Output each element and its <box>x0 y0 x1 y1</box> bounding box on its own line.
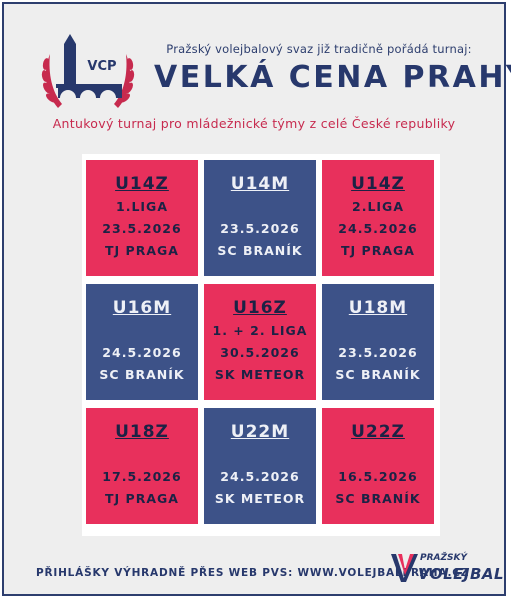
subtitle: Antukový turnaj pro mládežnické týmy z c… <box>52 116 456 131</box>
date-label: 16.5.2026 <box>338 469 418 484</box>
category-label: U22M <box>230 422 290 442</box>
date-label: 30.5.2026 <box>220 345 300 360</box>
venue-label: SC BRANÍK <box>217 243 303 258</box>
registration-link[interactable]: PŘIHLÁŠKY VÝHRADNĚ PŘES WEB PVS: WWW.VOL… <box>36 567 470 579</box>
category-label: U22Z <box>351 422 405 442</box>
schedule-cell: U22Z 16.5.2026 SC BRANÍK <box>322 408 434 524</box>
category-label: U14M <box>230 174 290 194</box>
league-label: 1.LIGA <box>116 199 168 214</box>
date-label: 17.5.2026 <box>102 469 182 484</box>
date-label: 23.5.2026 <box>102 221 182 236</box>
date-label: 23.5.2026 <box>220 221 300 236</box>
schedule-cell: U18Z 17.5.2026 TJ PRAGA <box>86 408 198 524</box>
logo-small-text: PRAŽSKÝ <box>420 553 467 563</box>
venue-label: SK METEOR <box>214 367 306 382</box>
category-label: U18M <box>348 298 408 318</box>
venue-label: TJ PRAGA <box>105 243 179 258</box>
venue-label: SC BRANÍK <box>335 367 421 382</box>
vcp-logo: VCP <box>41 34 135 108</box>
category-label: U16Z <box>233 298 287 318</box>
category-label: U18Z <box>115 422 169 442</box>
category-label: U14Z <box>115 174 169 194</box>
schedule-cell: U16Z 1. + 2. LIGA 30.5.2026 SK METEOR <box>204 284 316 400</box>
laurel-wreath-icon <box>41 54 135 108</box>
intro-text: Pražský volejbalový svaz již tradičně po… <box>166 42 472 56</box>
bridge-tower-icon <box>56 34 122 98</box>
date-label: 24.5.2026 <box>220 469 300 484</box>
logo-big-text: VOLEJBAL <box>418 565 505 583</box>
venue-label: SC BRANÍK <box>335 491 421 506</box>
logo-vcp-text: VCP <box>87 59 116 74</box>
prazsky-volejbal-logo: PRAŽSKÝ VOLEJBAL <box>388 548 504 588</box>
venue-label: TJ PRAGA <box>105 491 179 506</box>
venue-label: SC BRANÍK <box>99 367 185 382</box>
date-label: 24.5.2026 <box>102 345 182 360</box>
schedule-cell: U22M 24.5.2026 SK METEOR <box>204 408 316 524</box>
schedule-cell: U14M 23.5.2026 SC BRANÍK <box>204 160 316 276</box>
category-label: U16M <box>112 298 172 318</box>
venue-label: TJ PRAGA <box>341 243 415 258</box>
league-label: 1. + 2. LIGA <box>212 323 308 338</box>
schedule-cell: U14Z 1.LIGA 23.5.2026 TJ PRAGA <box>86 160 198 276</box>
league-label: 2.LIGA <box>352 199 404 214</box>
schedule-cell: U14Z 2.LIGA 24.5.2026 TJ PRAGA <box>322 160 434 276</box>
date-label: 23.5.2026 <box>338 345 418 360</box>
venue-label: SK METEOR <box>214 491 306 506</box>
date-label: 24.5.2026 <box>338 221 418 236</box>
schedule-cell: U18M 23.5.2026 SC BRANÍK <box>322 284 434 400</box>
v-stripes-icon <box>391 554 418 582</box>
page-title: VELKÁ CENA PRAHY <box>154 60 511 95</box>
schedule-grid: U14Z 1.LIGA 23.5.2026 TJ PRAGA U14M 23.5… <box>82 154 440 536</box>
category-label: U14Z <box>351 174 405 194</box>
schedule-cell: U16M 24.5.2026 SC BRANÍK <box>86 284 198 400</box>
